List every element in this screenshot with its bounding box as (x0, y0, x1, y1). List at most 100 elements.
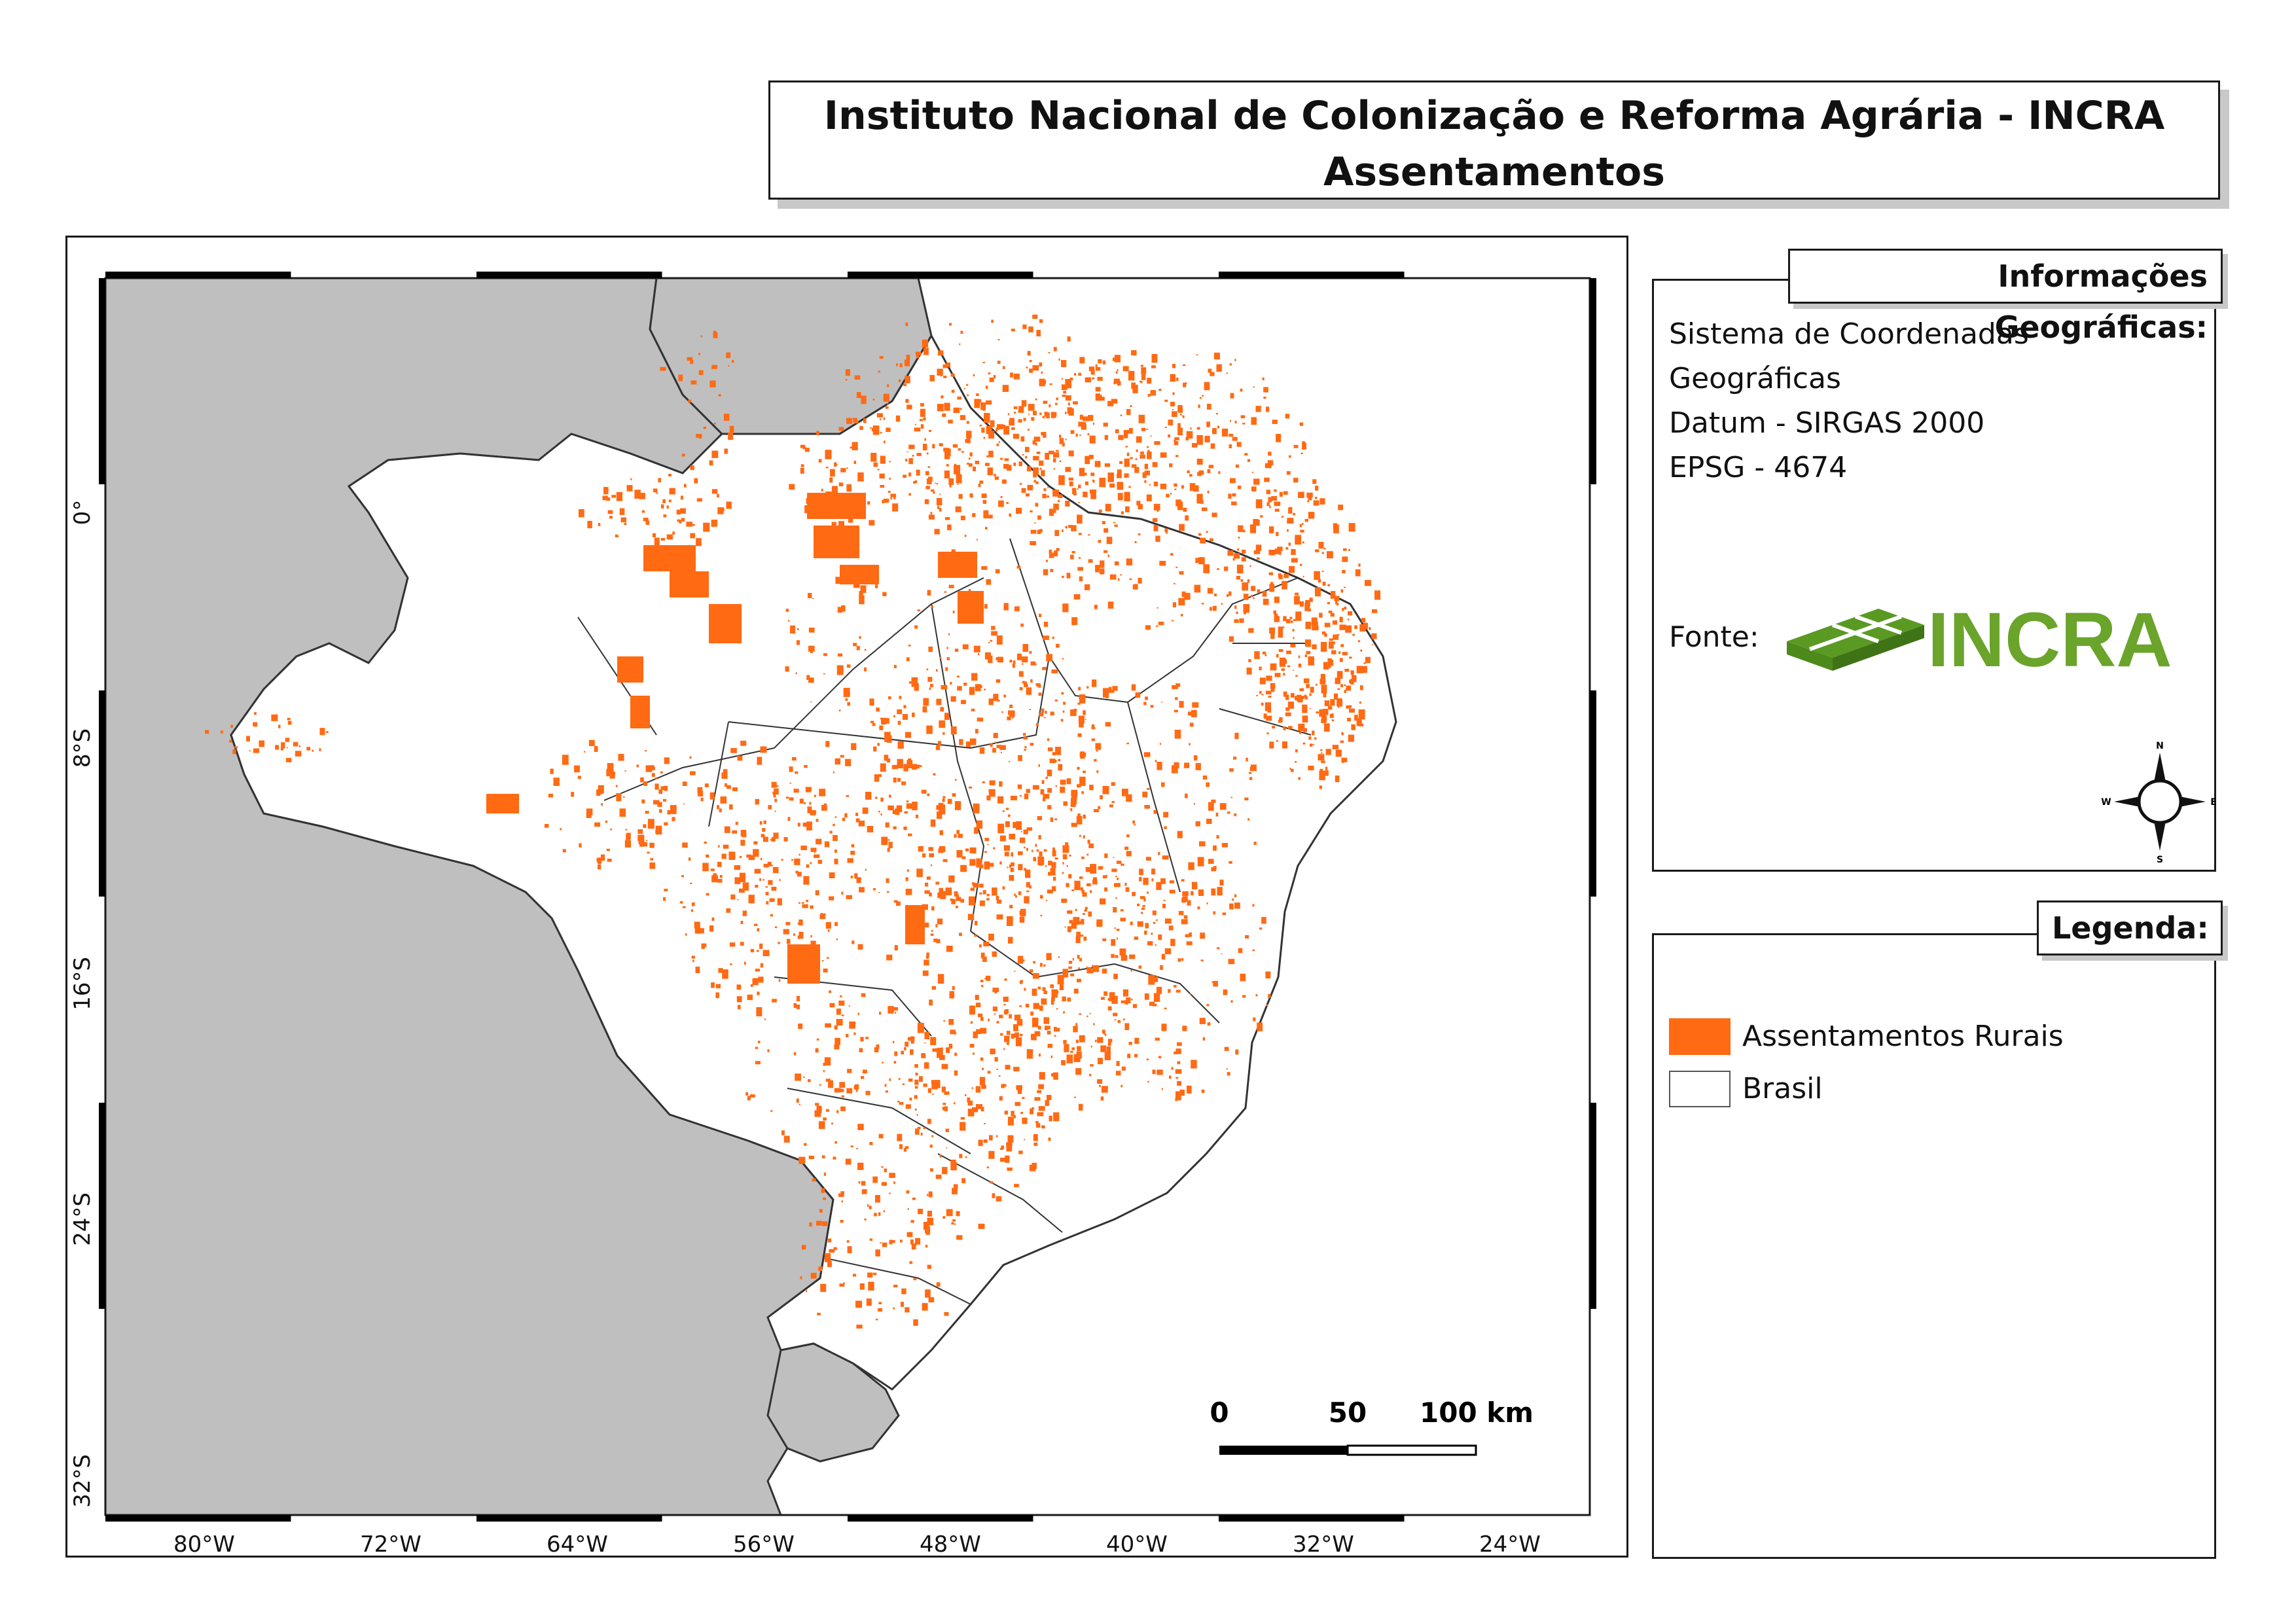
settlement-patch (1191, 709, 1197, 717)
settlement-patch (859, 595, 865, 605)
settlement-patch (933, 491, 935, 494)
settlement-patch (825, 741, 830, 747)
settlement-patch (246, 736, 250, 741)
settlement-patch (912, 1197, 916, 1200)
settlement-patch (1047, 495, 1049, 498)
settlement-patch (1103, 422, 1108, 427)
settlement-patch (1108, 1039, 1113, 1043)
settlement-patch (877, 469, 880, 471)
settlement-patch (1208, 465, 1213, 469)
lon-label: 72°W (360, 1531, 422, 1556)
settlement-patch (892, 810, 896, 814)
settlement-patch (1010, 868, 1014, 872)
settlement-patch (729, 942, 736, 947)
settlement-patch (1186, 431, 1193, 439)
settlement-patch (930, 819, 936, 827)
settlement-patch (729, 804, 733, 810)
settlement-patch (1003, 1048, 1005, 1050)
settlement-patch (1067, 926, 1071, 933)
settlement-patch (1002, 886, 1005, 890)
settlement-patch (1088, 843, 1094, 849)
settlement-patch (1247, 459, 1251, 462)
settlement-patch (941, 1047, 943, 1048)
settlement-patch (906, 451, 908, 453)
neatline-tick (1590, 690, 1596, 897)
settlement-patch (1098, 1058, 1103, 1065)
settlement-patch (306, 747, 311, 751)
settlement-patch (1070, 808, 1073, 812)
settlement-patch (1048, 747, 1053, 751)
settlement-patch (560, 828, 562, 830)
settlement-patch (1043, 849, 1047, 852)
settlement-patch (1000, 1033, 1003, 1036)
settlement-patch (1040, 789, 1045, 795)
settlement-patch (1120, 909, 1124, 912)
settlement-patch (953, 1184, 958, 1189)
settlement-patch (860, 1037, 864, 1042)
settlement-patch (954, 1223, 956, 1225)
settlement-patch (1213, 980, 1218, 987)
settlement-patch (1077, 514, 1083, 524)
settlement-patch (1206, 1004, 1210, 1007)
settlement-patch (1255, 406, 1261, 412)
settlement-patch (772, 837, 776, 842)
settlement-patch (1040, 914, 1043, 917)
settlement-patch (1046, 412, 1050, 419)
settlement-patch (1053, 1112, 1060, 1122)
settlement-patch (711, 450, 719, 458)
settlement-patch (946, 362, 951, 367)
settlement-patch (1062, 395, 1066, 397)
settlement-patch (937, 741, 942, 746)
settlement-patch (915, 1073, 918, 1076)
lon-label: 64°W (547, 1531, 608, 1556)
settlement-patch (935, 1174, 942, 1179)
settlement-patch (1102, 938, 1107, 941)
settlement-patch (1201, 603, 1204, 605)
settlement-patch (1033, 455, 1039, 461)
settlement-patch (767, 1049, 770, 1052)
settlement-patch (1147, 446, 1149, 448)
settlement-patch (982, 890, 986, 895)
map-canvas[interactable]: 0 50 100 km 80°W 72°W 64°W 56°W 48°W 40°… (67, 238, 1626, 1556)
settlement-patch (709, 604, 742, 643)
settlement-patch (1288, 726, 1293, 729)
settlement-patch (1272, 726, 1275, 729)
settlement-patch (1042, 987, 1046, 991)
settlement-patch (1022, 959, 1025, 962)
settlement-patch (935, 745, 941, 751)
settlement-patch (1114, 355, 1121, 363)
settlement-patch (1046, 654, 1052, 662)
settlement-patch (966, 431, 972, 438)
settlement-patch (1016, 565, 1021, 569)
settlement-patch (624, 770, 626, 772)
settlement-patch (966, 383, 969, 386)
settlement-patch (287, 717, 291, 721)
settlement-patch (1189, 743, 1191, 746)
settlement-patch (847, 858, 853, 863)
settlement-patch (939, 887, 943, 893)
settlement-patch (1062, 710, 1065, 713)
settlement-patch (1293, 478, 1299, 483)
settlement-patch (768, 805, 772, 810)
settlement-patch (855, 818, 860, 823)
settlement-patch (802, 904, 808, 908)
settlement-patch (681, 875, 684, 878)
settlement-patch (1299, 731, 1301, 734)
settlement-patch (951, 1222, 954, 1225)
settlement-patch (794, 858, 800, 865)
settlement-patch (838, 427, 844, 431)
settlement-patch (1170, 374, 1176, 382)
settlement-patch (908, 681, 913, 684)
settlement-patch (1090, 890, 1092, 893)
settlement-patch (1184, 762, 1189, 768)
settlement-patch (1078, 1103, 1083, 1111)
settlement-patch (1029, 368, 1033, 373)
settlement-patch (996, 443, 999, 446)
settlement-patch (1052, 636, 1054, 639)
settlement-patch (1045, 560, 1048, 562)
settlement-patch (1085, 906, 1088, 910)
settlement-patch (1181, 591, 1186, 597)
settlement-patch (951, 549, 956, 552)
settlement-patch (865, 1037, 869, 1039)
settlement-patch (1113, 381, 1116, 385)
